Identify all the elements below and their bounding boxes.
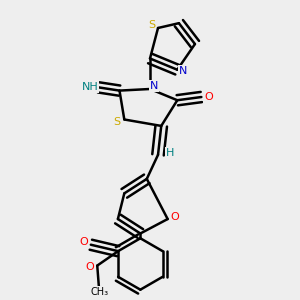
Text: N: N xyxy=(150,81,158,91)
Text: N: N xyxy=(179,66,187,76)
Text: S: S xyxy=(114,117,121,127)
Text: NH: NH xyxy=(82,82,98,92)
Text: O: O xyxy=(204,92,213,102)
Text: CH₃: CH₃ xyxy=(90,287,109,297)
Text: H: H xyxy=(166,148,174,158)
Text: O: O xyxy=(170,212,179,222)
Text: O: O xyxy=(86,262,94,272)
Text: S: S xyxy=(148,20,155,30)
Text: O: O xyxy=(80,237,88,247)
